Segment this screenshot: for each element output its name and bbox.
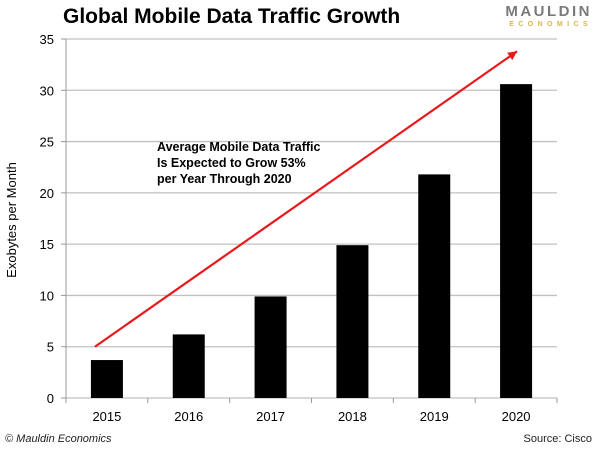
logo-line1: MAULDIN	[505, 3, 592, 20]
y-tick-label: 25	[40, 135, 54, 150]
y-tick-label: 20	[40, 186, 54, 201]
copyright-text: © Mauldin Economics	[5, 433, 112, 445]
bar-2016	[172, 334, 205, 398]
logo-line2: ECONOMICS	[509, 21, 592, 28]
annotation-line: Average Mobile Data Traffic	[157, 140, 321, 154]
arrow-head-icon	[507, 51, 518, 61]
y-tick-label: 0	[47, 391, 54, 406]
source-text: Source: Cisco	[523, 433, 592, 445]
y-axis-ticks: 0 5 10 15 20 25 30 35	[40, 32, 67, 406]
y-axis-label: Exobytes per Month	[4, 162, 19, 278]
y-tick-label: 30	[40, 83, 54, 98]
y-tick-label: 35	[40, 32, 54, 47]
x-axis-ticks: 2015 2016 2017 2018 2019 2020	[65, 398, 558, 424]
x-tick-label: 2015	[92, 409, 121, 424]
mauldin-logo: MAULDIN ECONOMICS	[505, 4, 592, 30]
bar-2018	[336, 245, 369, 398]
x-tick-label: 2020	[502, 409, 531, 424]
annotation-line: Is Expected to Grow 53%	[157, 156, 306, 170]
x-tick-label: 2016	[174, 409, 203, 424]
annotation-line: per Year Through 2020	[157, 172, 292, 186]
x-tick-label: 2017	[256, 409, 285, 424]
bar-2017	[254, 296, 287, 398]
chart-title: Global Mobile Data Traffic Growth	[63, 5, 401, 28]
x-tick-label: 2019	[420, 409, 449, 424]
annotation: Average Mobile Data Traffic Is Expected t…	[94, 50, 518, 348]
y-tick-label: 5	[47, 340, 54, 355]
y-tick-label: 10	[40, 288, 54, 303]
x-tick-label: 2018	[338, 409, 367, 424]
y-tick-label: 15	[40, 237, 54, 252]
gridlines	[66, 38, 557, 399]
trend-arrow-line	[94, 50, 518, 348]
bar-2015	[90, 360, 123, 398]
bar-2020	[500, 84, 533, 398]
bar-2019	[418, 174, 451, 398]
bars	[90, 84, 533, 398]
